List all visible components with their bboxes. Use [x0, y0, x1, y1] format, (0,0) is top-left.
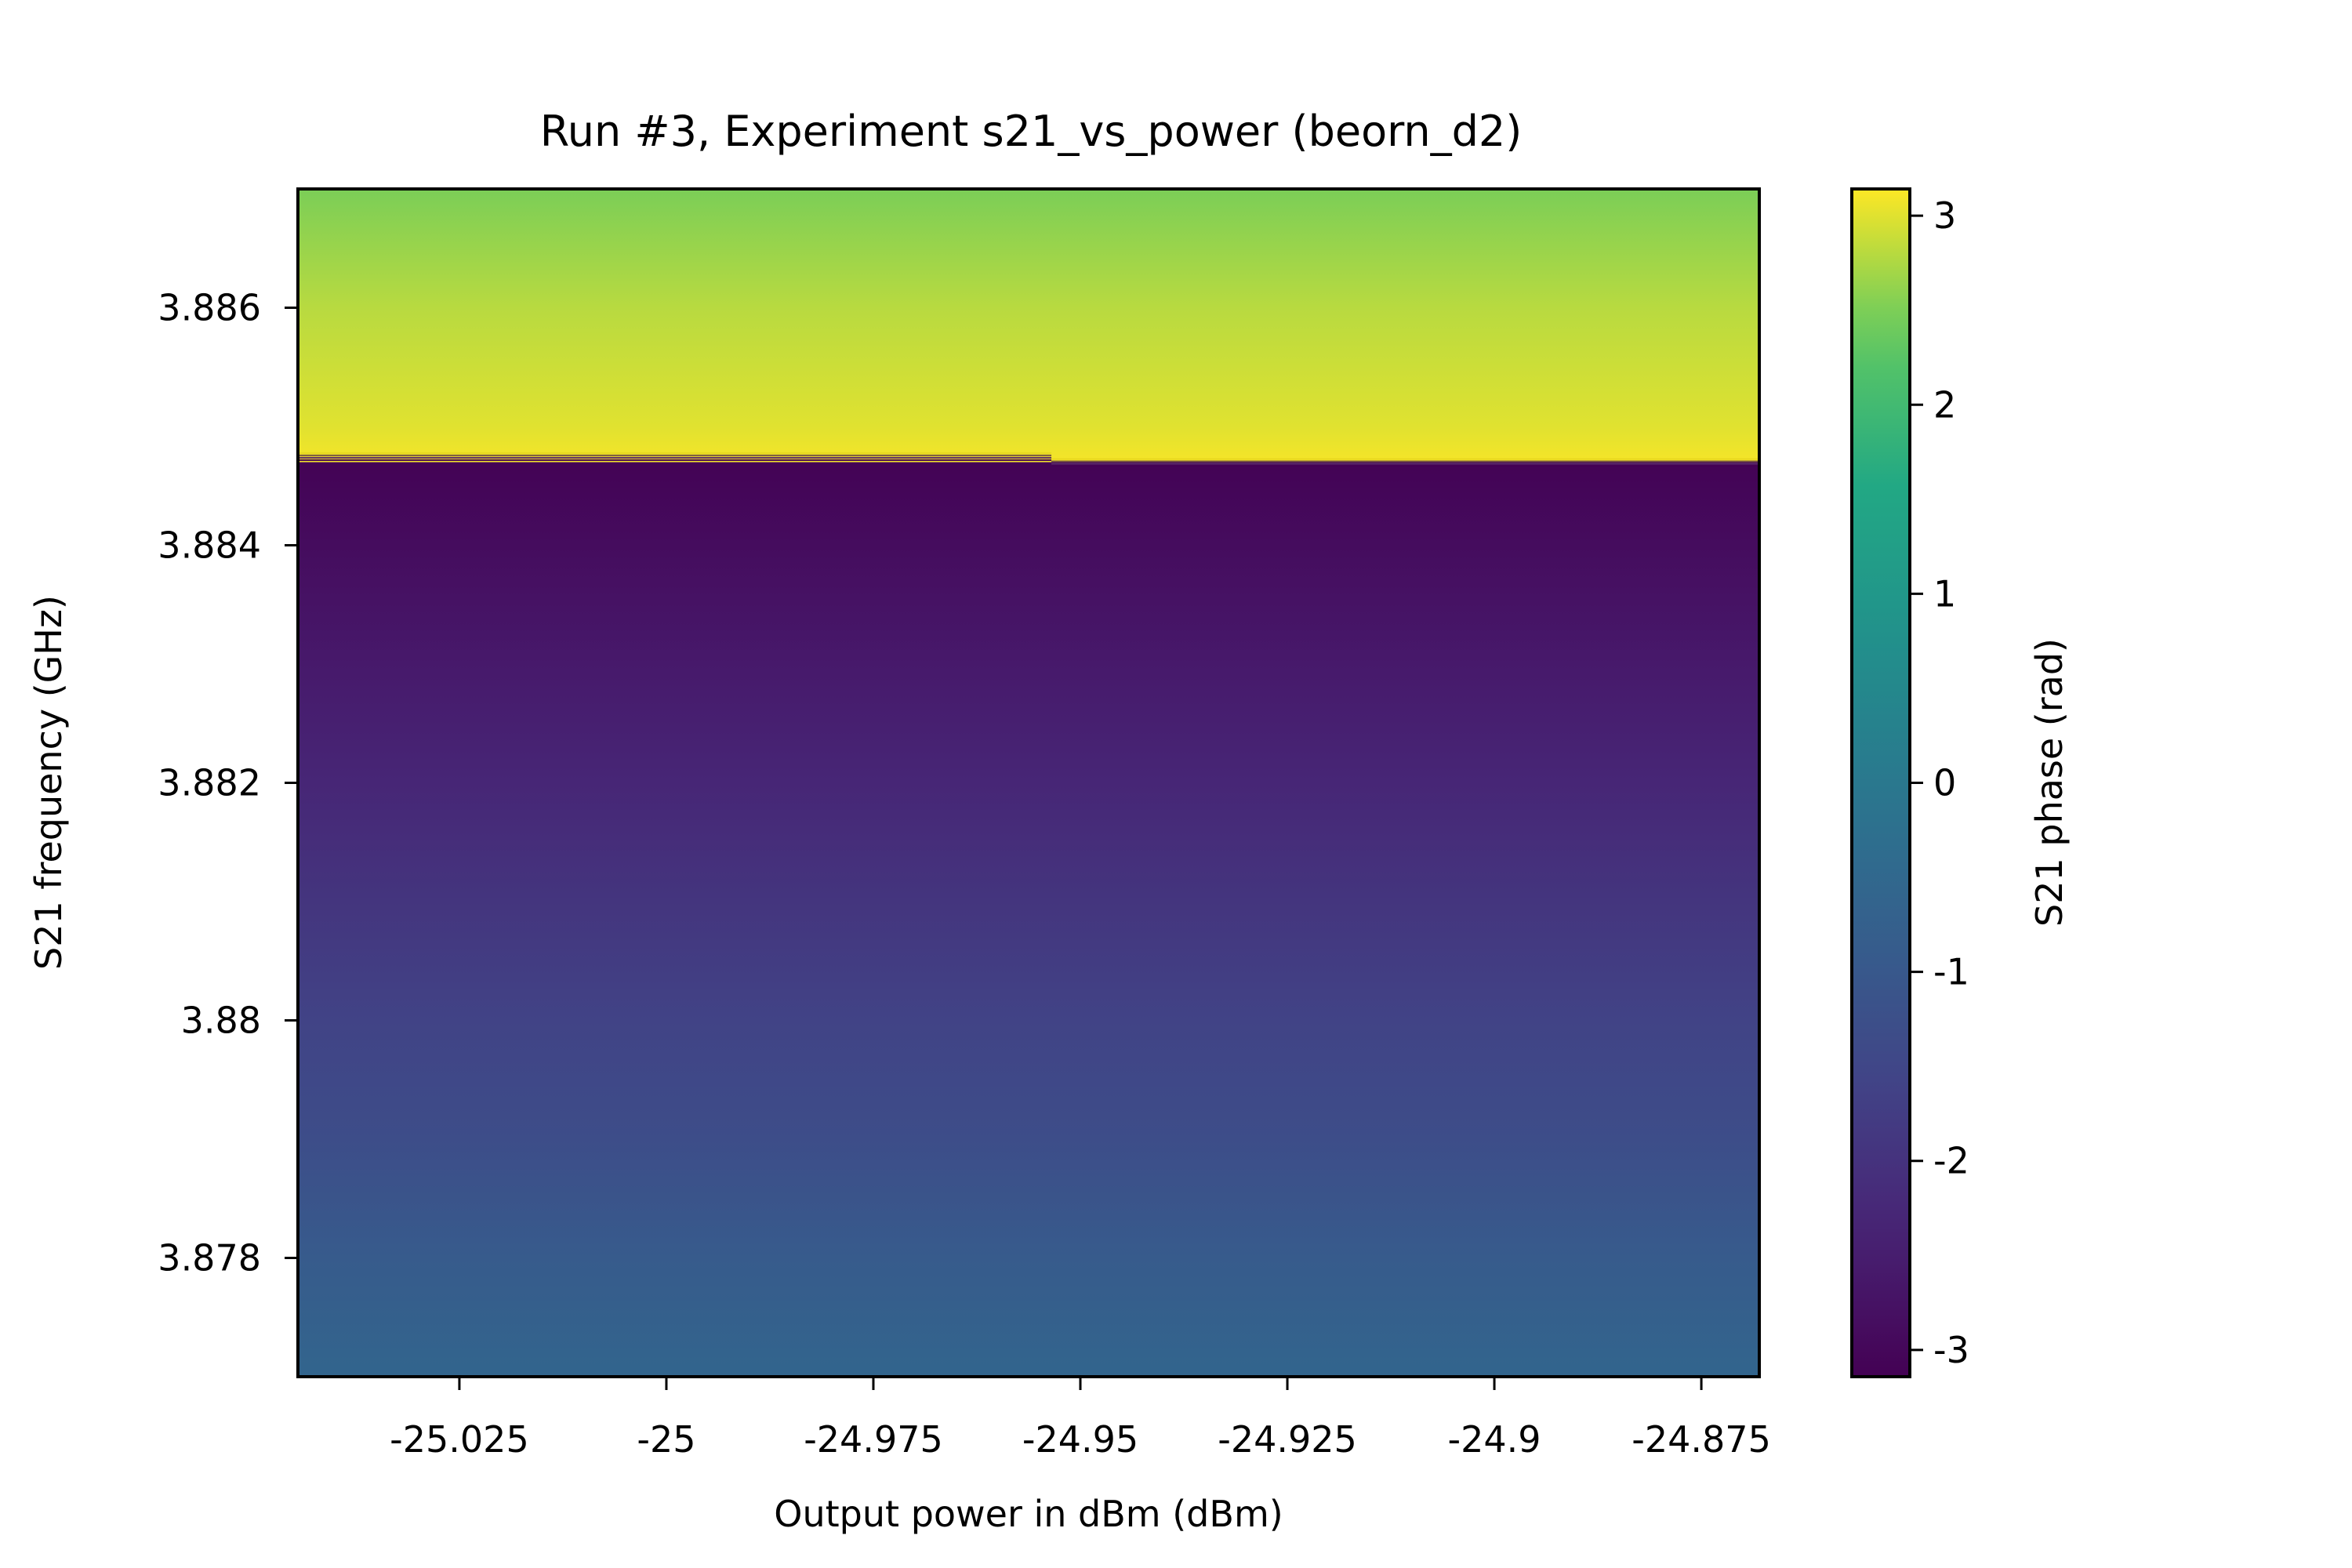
x-tick-label: -25: [637, 1418, 695, 1461]
colorbar-fill: [1852, 189, 1910, 1377]
heatmap-upper-band: [298, 189, 1759, 463]
heatmap-lower-band: [298, 462, 1759, 1377]
colorbar-tick-label: 2: [1933, 383, 1956, 426]
heatmap-area: [296, 187, 1761, 1378]
colorbar-tick-label: 0: [1933, 762, 1956, 804]
x-tick-label: -24.975: [804, 1418, 943, 1461]
x-tick-label: -24.875: [1632, 1418, 1771, 1461]
y-tick-label: 3.88: [181, 1000, 261, 1042]
x-axis-ticks: -25.025 -25 -24.975 -24.95 -24.925 -24.9 -24.8…: [390, 1377, 1771, 1461]
y-axis-label: S21 frequency (GHz): [27, 595, 70, 970]
y-tick-label: 3.878: [158, 1237, 261, 1279]
colorbar-ticks: -3 -2 -1 0 1 2 3: [1910, 194, 1969, 1371]
y-tick-label: 3.882: [158, 762, 261, 804]
x-tick-label: -24.925: [1218, 1418, 1357, 1461]
x-tick-label: -24.95: [1022, 1418, 1138, 1461]
x-tick-label: -24.9: [1448, 1418, 1541, 1461]
colorbar: -3 -2 -1 0 1 2 3 S21 phase (rad): [1850, 187, 2071, 1378]
chart-title: Run #3, Experiment s21_vs_power (beorn_d…: [540, 107, 1523, 156]
colorbar-label: S21 phase (rad): [2028, 638, 2071, 927]
colorbar-tick-label: 3: [1933, 194, 1956, 237]
phase-wrap-boundary: [298, 452, 1759, 467]
y-tick-label: 3.884: [158, 524, 261, 567]
colorbar-tick-label: -3: [1933, 1329, 1969, 1371]
x-tick-label: -25.025: [390, 1418, 529, 1461]
y-axis-ticks: 3.878 3.88 3.882 3.884 3.886: [158, 287, 298, 1279]
colorbar-tick-label: -1: [1933, 951, 1969, 993]
x-axis-label: Output power in dBm (dBm): [774, 1493, 1283, 1535]
y-tick-label: 3.886: [158, 287, 261, 329]
colorbar-tick-label: 1: [1933, 572, 1956, 615]
colorbar-tick-label: -2: [1933, 1140, 1969, 1182]
